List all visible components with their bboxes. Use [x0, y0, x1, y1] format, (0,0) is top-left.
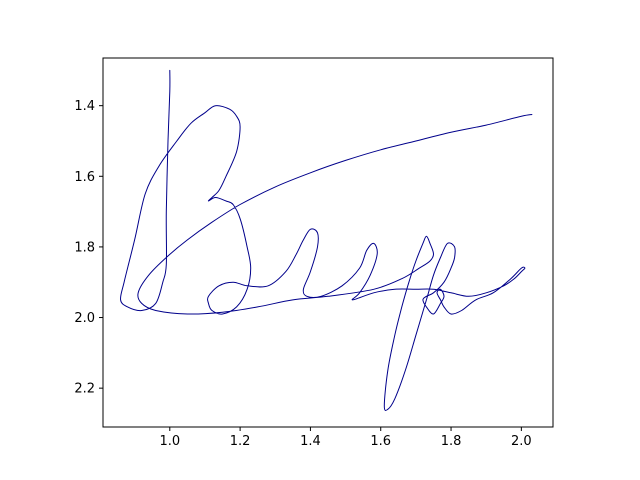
series-layer [119, 69, 533, 411]
x-tick-label: 1.4 [300, 434, 321, 449]
x-tick-label: 2.0 [511, 434, 532, 449]
series-line [119, 69, 533, 411]
axis-ticks: 1.0 1.2 1.4 1.6 1.8 2.0 1.4 1.6 1.8 2.0 2.2 [74, 99, 531, 449]
plot-frame [102, 57, 554, 428]
y-tick-label: 1.4 [74, 99, 95, 114]
x-tick-label: 1.8 [441, 434, 462, 449]
y-tick-label: 1.8 [74, 240, 95, 255]
x-tick-label: 1.6 [370, 434, 391, 449]
x-tick-label: 1.0 [159, 434, 180, 449]
y-tick-label: 1.6 [74, 170, 95, 185]
x-tick-label: 1.2 [230, 434, 251, 449]
y-tick-label: 2.2 [74, 382, 95, 397]
y-tick-label: 2.0 [74, 311, 95, 326]
